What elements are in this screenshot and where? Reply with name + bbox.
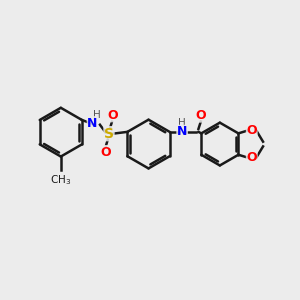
Text: O: O [246,151,257,164]
Text: S: S [104,127,114,141]
Text: H: H [178,118,186,128]
Text: O: O [107,109,118,122]
Text: CH$_3$: CH$_3$ [50,173,71,187]
Text: H: H [93,110,101,120]
Text: O: O [196,109,206,122]
Text: O: O [246,124,257,137]
Text: N: N [177,125,187,138]
Text: O: O [100,146,111,159]
Text: N: N [87,117,98,130]
